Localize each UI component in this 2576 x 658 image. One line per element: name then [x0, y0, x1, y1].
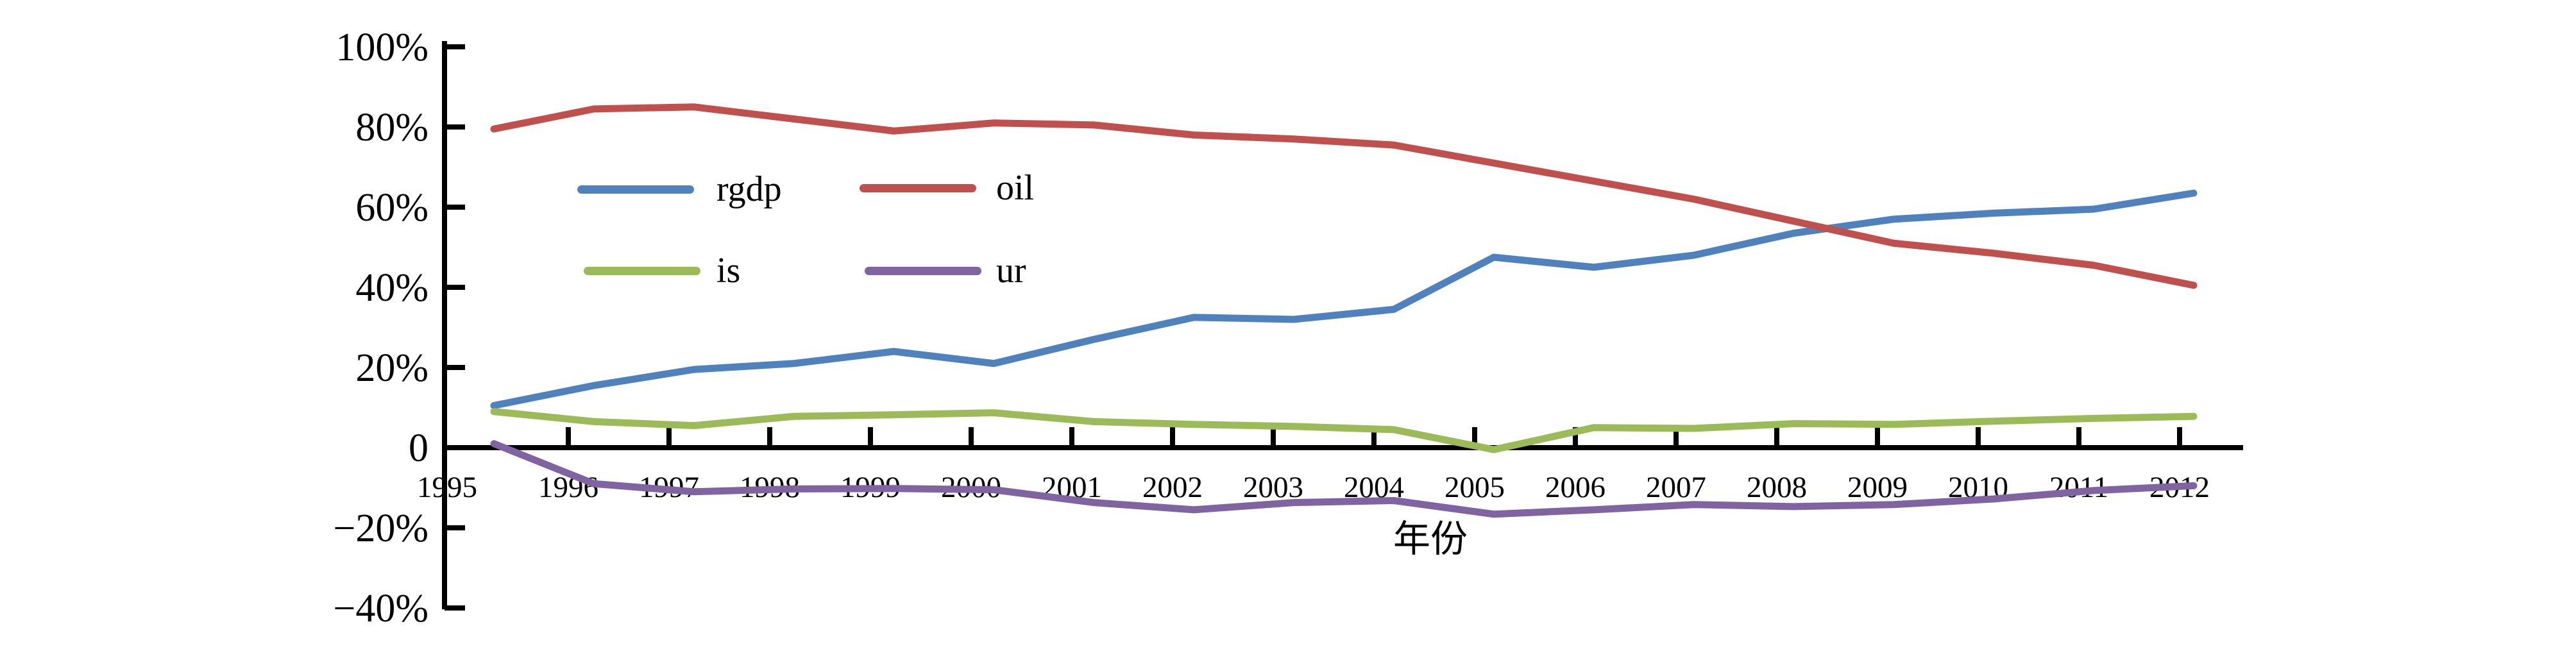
x-tick-2003	[1271, 427, 1276, 448]
y-tick-label-20: 20%	[355, 346, 428, 390]
x-tick-label-2002: 2002	[1142, 471, 1203, 504]
y-tick-label--20: −20%	[333, 507, 428, 550]
y-axis-line	[442, 41, 447, 609]
x-axis-line	[442, 445, 2243, 450]
x-tick-2011	[2076, 427, 2081, 448]
y-tick-label-80: 80%	[355, 106, 428, 149]
x-tick-2002	[1170, 427, 1175, 448]
y-tick--20	[445, 525, 465, 530]
legend-swatch-is	[584, 267, 700, 275]
legend-swatch-rgdp	[577, 185, 694, 194]
x-tick-2000	[969, 427, 974, 448]
x-tick-label-2003: 2003	[1243, 471, 1303, 504]
legend-label-oil: oil	[996, 168, 1035, 208]
y-tick-20	[445, 365, 465, 370]
x-tick-2009	[1875, 427, 1880, 448]
series-line-is	[490, 408, 2198, 453]
x-tick-1999	[868, 427, 873, 448]
y-tick-80	[445, 124, 465, 130]
x-tick-2006	[1573, 427, 1578, 448]
y-tick-label-100: 100%	[335, 26, 428, 69]
y-tick-label-60: 60%	[355, 186, 428, 230]
legend-swatch-oil	[860, 184, 976, 192]
series-line-oil	[490, 103, 2198, 289]
x-tick-label-2009: 2009	[1847, 471, 1908, 504]
y-tick-label-40: 40%	[355, 266, 428, 310]
x-tick-label-2007: 2007	[1646, 471, 1706, 504]
legend-label-is: is	[716, 251, 741, 291]
x-axis-title: 年份	[1393, 518, 1468, 560]
y-tick-label-0: 0	[409, 426, 428, 470]
x-tick-label-2005: 2005	[1445, 471, 1505, 504]
legend-swatch-ur	[865, 267, 981, 275]
x-tick-2005	[1472, 427, 1477, 448]
y-tick-label--40: −40%	[333, 587, 428, 630]
x-tick-2010	[1976, 427, 1981, 448]
x-tick-1997	[666, 427, 672, 448]
y-tick--40	[445, 605, 465, 611]
x-tick-2007	[1674, 427, 1679, 448]
series-line-rgdp	[490, 189, 2198, 409]
x-tick-2012	[2177, 427, 2182, 448]
y-tick-40	[445, 285, 465, 290]
x-tick-label-1995: 1995	[417, 471, 477, 504]
x-tick-2001	[1069, 427, 1074, 448]
x-tick-2004	[1371, 427, 1377, 448]
legend-label-rgdp: rgdp	[716, 169, 782, 209]
legend-label-ur: ur	[996, 251, 1026, 291]
x-tick-2008	[1774, 427, 1779, 448]
y-tick-60	[445, 205, 465, 210]
x-tick-1996	[566, 427, 571, 448]
series-line-ur	[490, 440, 2198, 518]
x-tick-label-2006: 2006	[1545, 471, 1606, 504]
x-tick-1998	[767, 427, 772, 448]
x-tick-label-2008: 2008	[1747, 471, 1807, 504]
y-tick-100	[445, 44, 465, 49]
